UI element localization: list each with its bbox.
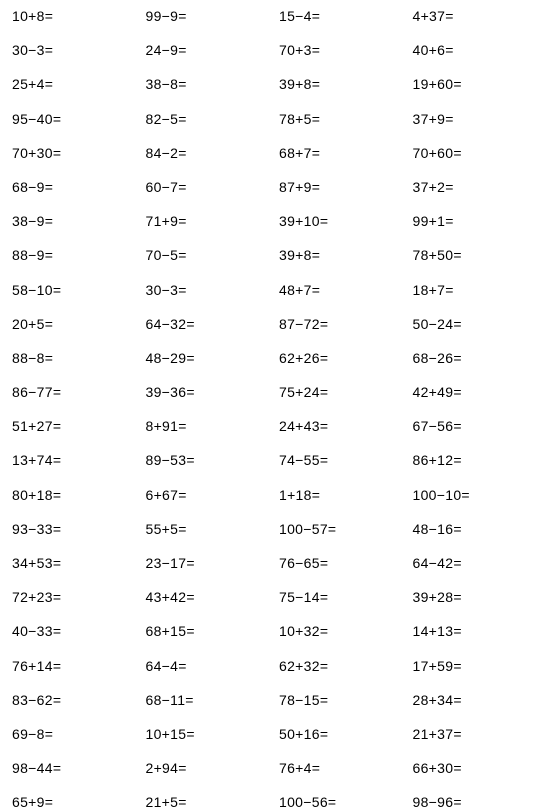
math-expression: 68+15= [146,623,276,639]
math-expression: 72+23= [12,589,142,605]
math-expression: 10+8= [12,8,142,24]
math-expression: 51+27= [12,418,142,434]
math-expression: 39+10= [279,213,409,229]
math-expression: 34+53= [12,555,142,571]
math-expression: 100−56= [279,794,409,810]
math-expression: 8+91= [146,418,276,434]
math-expression: 68−9= [12,179,142,195]
math-expression: 55+5= [146,521,276,537]
math-expression: 64−42= [413,555,543,571]
math-expression: 70+30= [12,145,142,161]
math-worksheet-grid: 10+8=99−9=15−4=4+37=30−3=24−9=70+3=40+6=… [12,8,542,810]
math-expression: 62+32= [279,658,409,674]
math-expression: 65+9= [12,794,142,810]
math-expression: 6+67= [146,487,276,503]
math-expression: 67−56= [413,418,543,434]
math-expression: 78−15= [279,692,409,708]
math-expression: 70+60= [413,145,543,161]
math-expression: 38−9= [12,213,142,229]
math-expression: 21+5= [146,794,276,810]
math-expression: 50+16= [279,726,409,742]
math-expression: 87−72= [279,316,409,332]
math-expression: 98−96= [413,794,543,810]
math-expression: 10+15= [146,726,276,742]
math-expression: 76−65= [279,555,409,571]
math-expression: 64−32= [146,316,276,332]
math-expression: 39+8= [279,76,409,92]
math-expression: 99+1= [413,213,543,229]
math-expression: 39−36= [146,384,276,400]
math-expression: 62+26= [279,350,409,366]
math-expression: 76+14= [12,658,142,674]
math-expression: 71+9= [146,213,276,229]
math-expression: 68−11= [146,692,276,708]
math-expression: 39+8= [279,247,409,263]
math-expression: 30−3= [12,42,142,58]
math-expression: 78+5= [279,111,409,127]
math-expression: 40−33= [12,623,142,639]
math-expression: 15−4= [279,8,409,24]
math-expression: 40+6= [413,42,543,58]
math-expression: 48+7= [279,282,409,298]
math-expression: 50−24= [413,316,543,332]
math-expression: 21+37= [413,726,543,742]
math-expression: 24−9= [146,42,276,58]
math-expression: 48−29= [146,350,276,366]
math-expression: 89−53= [146,452,276,468]
math-expression: 74−55= [279,452,409,468]
math-expression: 93−33= [12,521,142,537]
math-expression: 75+24= [279,384,409,400]
math-expression: 100−10= [413,487,543,503]
math-expression: 38−8= [146,76,276,92]
math-expression: 99−9= [146,8,276,24]
math-expression: 78+50= [413,247,543,263]
math-expression: 28+34= [413,692,543,708]
math-expression: 10+32= [279,623,409,639]
math-expression: 86+12= [413,452,543,468]
math-expression: 88−9= [12,247,142,263]
math-expression: 98−44= [12,760,142,776]
math-expression: 37+2= [413,179,543,195]
math-expression: 100−57= [279,521,409,537]
math-expression: 17+59= [413,658,543,674]
math-expression: 69−8= [12,726,142,742]
math-expression: 95−40= [12,111,142,127]
math-expression: 42+49= [413,384,543,400]
math-expression: 75−14= [279,589,409,605]
math-expression: 64−4= [146,658,276,674]
math-expression: 84−2= [146,145,276,161]
math-expression: 76+4= [279,760,409,776]
math-expression: 83−62= [12,692,142,708]
math-expression: 70+3= [279,42,409,58]
math-expression: 80+18= [12,487,142,503]
math-expression: 4+37= [413,8,543,24]
math-expression: 18+7= [413,282,543,298]
math-expression: 14+13= [413,623,543,639]
math-expression: 20+5= [12,316,142,332]
math-expression: 60−7= [146,179,276,195]
math-expression: 82−5= [146,111,276,127]
math-expression: 86−77= [12,384,142,400]
math-expression: 1+18= [279,487,409,503]
math-expression: 87+9= [279,179,409,195]
math-expression: 58−10= [12,282,142,298]
math-expression: 30−3= [146,282,276,298]
math-expression: 25+4= [12,76,142,92]
math-expression: 39+28= [413,589,543,605]
math-expression: 37+9= [413,111,543,127]
math-expression: 2+94= [146,760,276,776]
math-expression: 70−5= [146,247,276,263]
math-expression: 19+60= [413,76,543,92]
math-expression: 68−26= [413,350,543,366]
math-expression: 23−17= [146,555,276,571]
math-expression: 88−8= [12,350,142,366]
math-expression: 68+7= [279,145,409,161]
math-expression: 43+42= [146,589,276,605]
math-expression: 24+43= [279,418,409,434]
math-expression: 66+30= [413,760,543,776]
math-expression: 48−16= [413,521,543,537]
math-expression: 13+74= [12,452,142,468]
